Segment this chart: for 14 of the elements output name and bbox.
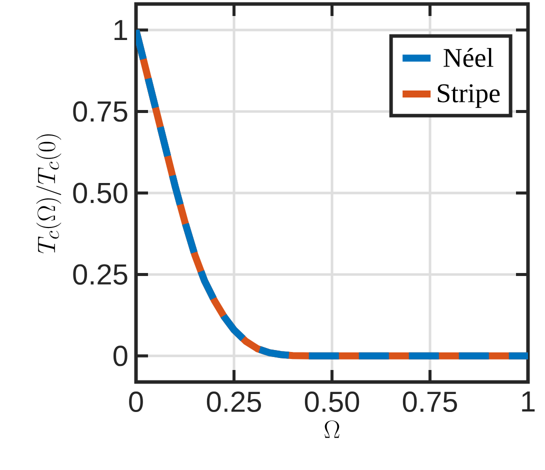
x-tick-label: 0.75 — [402, 392, 458, 412]
y-axis-title: $T_c(\Omega)/T_c(0)$ — [36, 134, 62, 254]
legend-label: Néel — [444, 48, 494, 68]
x-tick-label: 1 — [522, 392, 535, 412]
y-tick-label: 1 — [114, 20, 128, 40]
legend-label: Stripe — [438, 84, 500, 108]
y-tick-label: 0.25 — [73, 264, 128, 285]
x-axis-title: $\Omega$ — [324, 420, 340, 438]
x-tick-label: 0 — [129, 392, 143, 412]
x-tick-label: 0.50 — [304, 392, 360, 412]
x-tick-label: 0.25 — [206, 392, 262, 412]
y-tick-label: 0 — [113, 346, 128, 366]
y-tick-label: 0.75 — [73, 101, 128, 122]
y-tick-label: 0.50 — [73, 182, 128, 204]
